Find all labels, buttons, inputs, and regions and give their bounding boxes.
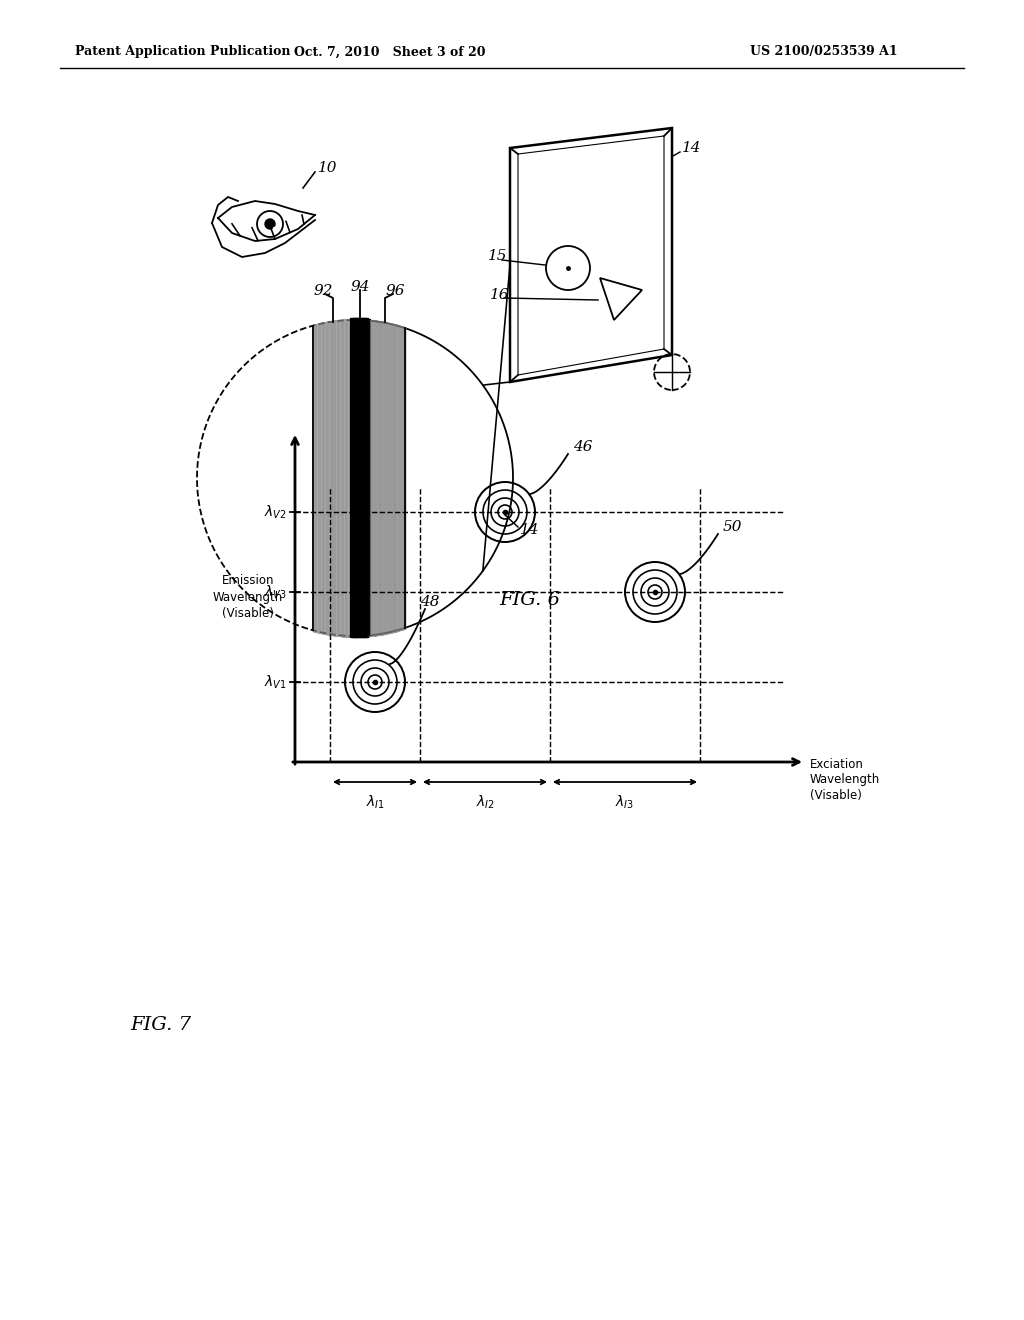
Text: $\lambda_{V3}$: $\lambda_{V3}$	[264, 583, 287, 601]
Text: Patent Application Publication: Patent Application Publication	[75, 45, 291, 58]
Text: 94: 94	[350, 280, 370, 294]
Text: $\lambda_{I3}$: $\lambda_{I3}$	[615, 795, 635, 812]
Text: FIG. 7: FIG. 7	[130, 1016, 191, 1034]
Text: Oct. 7, 2010   Sheet 3 of 20: Oct. 7, 2010 Sheet 3 of 20	[294, 45, 485, 58]
Text: Exciation
Wavelength
(Visable): Exciation Wavelength (Visable)	[810, 758, 881, 803]
Text: $\lambda_{I1}$: $\lambda_{I1}$	[366, 795, 384, 812]
Text: $\lambda_{V2}$: $\lambda_{V2}$	[264, 503, 287, 520]
Text: Emission
Wavelength
(Visable): Emission Wavelength (Visable)	[213, 574, 283, 619]
Text: FIG. 6: FIG. 6	[500, 591, 560, 609]
Text: 92: 92	[313, 284, 333, 298]
Text: 10: 10	[318, 161, 338, 176]
Text: 50: 50	[723, 520, 742, 535]
Text: 96: 96	[385, 284, 404, 298]
Text: 15: 15	[488, 249, 508, 263]
Text: $\lambda_{I2}$: $\lambda_{I2}$	[475, 795, 495, 812]
Text: 16: 16	[490, 288, 510, 302]
Text: 14: 14	[520, 523, 540, 537]
Text: 48: 48	[420, 595, 439, 609]
Circle shape	[265, 219, 275, 228]
Text: 46: 46	[573, 440, 593, 454]
Text: 14: 14	[682, 141, 701, 154]
Text: US 2100/0253539 A1: US 2100/0253539 A1	[750, 45, 898, 58]
Text: $\lambda_{V1}$: $\lambda_{V1}$	[264, 673, 287, 690]
